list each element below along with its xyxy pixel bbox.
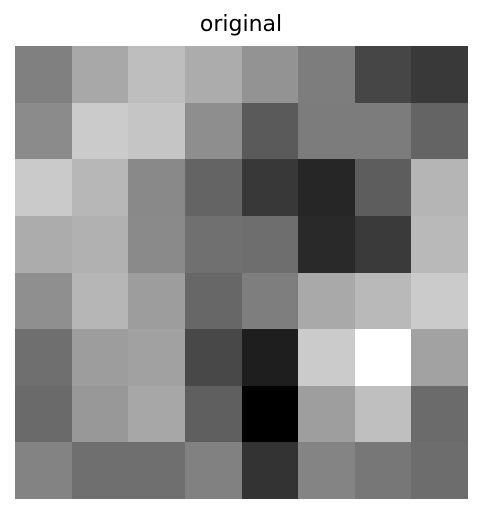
pixel-cell: [298, 102, 355, 160]
pixel-cell: [241, 215, 299, 273]
pixel-cell: [15, 385, 72, 443]
pixel-cell: [298, 442, 355, 499]
pixel-cell: [71, 442, 129, 499]
pixel-cell: [411, 272, 468, 330]
pixel-cell: [298, 46, 355, 103]
pixel-cell: [15, 159, 72, 216]
pixel-cell: [354, 159, 412, 216]
pixel-cell: [241, 46, 299, 103]
pixel-cell: [184, 46, 242, 103]
pixel-cell: [354, 215, 412, 273]
pixel-grid-image: [15, 46, 468, 499]
pixel-cell: [354, 46, 412, 103]
pixel-cell: [128, 329, 185, 386]
pixel-cell: [71, 215, 129, 273]
pixel-cell: [298, 329, 355, 386]
pixel-cell: [354, 442, 412, 499]
pixel-cell: [241, 385, 299, 443]
pixel-cell: [15, 442, 72, 499]
pixel-cell: [354, 329, 412, 386]
pixel-cell: [184, 329, 242, 386]
pixel-cell: [71, 329, 129, 386]
pixel-cell: [241, 272, 299, 330]
pixel-cell: [354, 272, 412, 330]
pixel-cell: [71, 272, 129, 330]
pixel-cell: [128, 442, 185, 499]
pixel-cell: [15, 215, 72, 273]
pixel-cell: [411, 442, 468, 499]
pixel-cell: [354, 102, 412, 160]
pixel-cell: [411, 159, 468, 216]
pixel-cell: [298, 272, 355, 330]
pixel-cell: [298, 215, 355, 273]
pixel-cell: [241, 329, 299, 386]
pixel-cell: [411, 215, 468, 273]
pixel-cell: [15, 46, 72, 103]
pixel-cell: [241, 442, 299, 499]
pixel-cell: [298, 385, 355, 443]
pixel-cell: [298, 159, 355, 216]
pixel-cell: [128, 385, 185, 443]
pixel-cell: [71, 46, 129, 103]
pixel-cell: [15, 272, 72, 330]
pixel-cell: [71, 102, 129, 160]
pixel-cell: [184, 385, 242, 443]
pixel-cell: [128, 215, 185, 273]
pixel-cell: [15, 329, 72, 386]
pixel-cell: [241, 159, 299, 216]
pixel-cell: [15, 102, 72, 160]
pixel-cell: [184, 442, 242, 499]
pixel-cell: [71, 385, 129, 443]
pixel-cell: [354, 385, 412, 443]
pixel-cell: [128, 159, 185, 216]
pixel-cell: [241, 102, 299, 160]
pixel-cell: [184, 102, 242, 160]
pixel-cell: [184, 159, 242, 216]
pixel-cell: [128, 272, 185, 330]
image-title: original: [199, 12, 283, 37]
pixel-cell: [71, 159, 129, 216]
pixel-cell: [411, 385, 468, 443]
pixel-cell: [128, 102, 185, 160]
pixel-cell: [184, 215, 242, 273]
pixel-cell: [411, 102, 468, 160]
pixel-cell: [411, 329, 468, 386]
pixel-cell: [184, 272, 242, 330]
pixel-cell: [128, 46, 185, 103]
pixel-cell: [411, 46, 468, 103]
